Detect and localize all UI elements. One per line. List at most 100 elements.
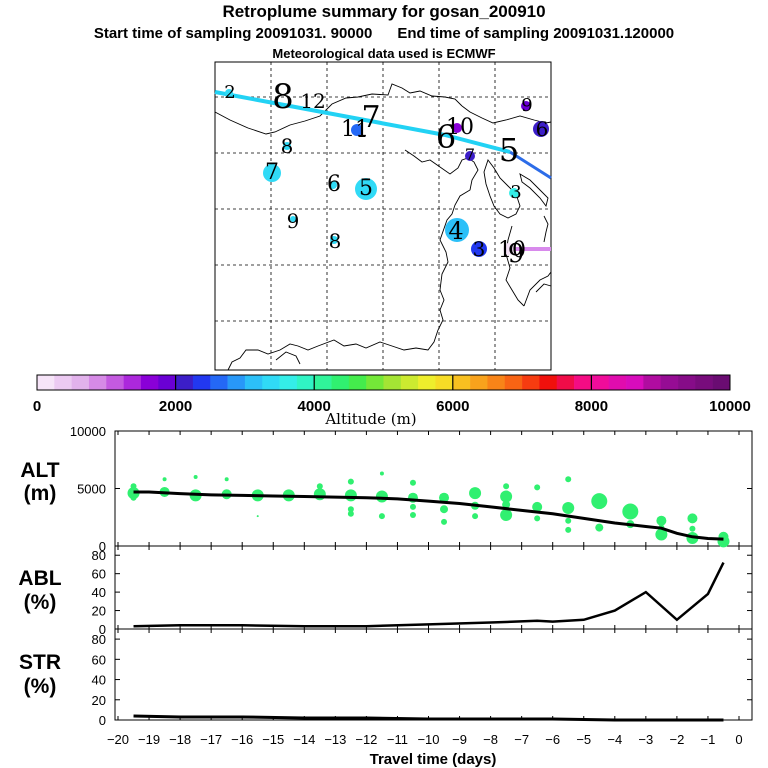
alt-point <box>347 478 354 485</box>
colorbar-swatch <box>400 375 419 390</box>
alt-point <box>502 500 511 509</box>
x-tick-label: −12 <box>355 732 377 747</box>
x-tick-label: −18 <box>169 732 191 747</box>
x-tick-label: −2 <box>669 732 684 747</box>
abl-ylabel-unit: (%) <box>24 591 57 614</box>
colorbar-swatch <box>539 375 558 390</box>
plume-markers <box>225 89 549 257</box>
y-tick-label: 60 <box>92 567 106 582</box>
alt-point <box>503 483 510 490</box>
colorbar-tick-label: 10000 <box>709 398 751 415</box>
alt-point <box>378 513 385 520</box>
y-tick-label: 80 <box>92 632 106 647</box>
alt-point <box>595 523 604 532</box>
plume-label: 5 <box>359 176 373 201</box>
x-tick-label: −17 <box>200 732 222 747</box>
alt-point <box>591 493 608 510</box>
colorbar-tick-label: 2000 <box>159 398 192 415</box>
colorbar-swatch <box>556 375 575 390</box>
map-gridlines <box>215 62 551 370</box>
colorbar-label: Altitude (m) <box>324 410 416 428</box>
x-tick-label: −6 <box>545 732 560 747</box>
y-tick-label: 0 <box>99 713 106 728</box>
plume-label: 6 <box>535 117 549 141</box>
plume-label: 4 <box>448 217 464 245</box>
x-tick-label: −5 <box>576 732 591 747</box>
alt-point <box>687 513 698 524</box>
colorbar-swatch <box>210 375 228 390</box>
y-tick-label: 40 <box>92 585 106 600</box>
y-tick-label: 40 <box>92 673 106 688</box>
x-tick-label: −16 <box>231 732 253 747</box>
colorbar-swatch <box>608 375 627 390</box>
plume-label: 5 <box>498 131 520 169</box>
plume-label: 7 <box>265 160 279 185</box>
colorbar-border <box>36 374 731 391</box>
alt-point <box>717 535 730 548</box>
plume-point <box>329 181 337 189</box>
plume-label: 10 <box>498 238 526 263</box>
plume-point <box>263 164 281 182</box>
map-panel <box>214 61 552 371</box>
plume-label: 9 <box>286 209 300 233</box>
alt-point <box>375 490 388 503</box>
alt-point <box>441 518 448 525</box>
alt-point <box>565 476 572 483</box>
alt-point <box>656 515 667 526</box>
colorbar-tick-label: 0 <box>33 398 41 415</box>
plume-label: 10 <box>446 115 474 140</box>
abl-panel: 80 60 40 20 0 <box>92 546 752 637</box>
abl-line <box>133 562 725 628</box>
plume-point <box>521 101 531 111</box>
str-ylabel: STR <box>19 651 61 674</box>
x-tick-label: −10 <box>417 732 439 747</box>
colorbar-swatch <box>643 375 661 390</box>
plume-label: 6 <box>435 118 457 156</box>
colorbar-tick-label: 8000 <box>575 398 608 415</box>
alt-point <box>469 487 482 500</box>
plume-point <box>355 178 377 200</box>
colorbar-swatch <box>331 375 350 390</box>
alt-point <box>409 511 416 518</box>
alt-mean-line <box>133 490 724 541</box>
plume-point <box>503 243 515 255</box>
colorbar-swatch <box>140 375 159 390</box>
alt-point <box>316 483 323 490</box>
colorbar-swatch <box>452 375 471 390</box>
colorbar-swatch <box>71 375 90 390</box>
alt-point <box>256 515 259 518</box>
colorbar-swatch <box>366 375 384 390</box>
colorbar-swatch <box>106 375 124 390</box>
y-tick-label: 80 <box>92 548 106 563</box>
plume-label: 8 <box>328 229 342 253</box>
plume-label: 9 <box>521 95 533 116</box>
alt-point <box>534 484 541 491</box>
colorbar-swatch <box>88 375 107 390</box>
plume-label: 7 <box>361 100 381 135</box>
colorbar-swatch <box>123 375 142 390</box>
plume-point <box>225 89 233 97</box>
plume-label: 11 <box>341 117 369 142</box>
x-tick-label: −4 <box>607 732 622 747</box>
plume-label: 12 <box>300 89 326 113</box>
alt-point <box>409 503 416 510</box>
x-tick-label: −8 <box>483 732 498 747</box>
plume-point <box>509 188 519 198</box>
colorbar-tick-labels: 0 2000 4000 6000 8000 10000 <box>33 398 751 415</box>
plume-point <box>283 142 291 150</box>
y-tick-label: 10000 <box>70 424 106 439</box>
met-data-note: Meteorological data used is ECMWF <box>272 46 496 61</box>
plume-point <box>465 151 475 161</box>
alt-point <box>689 525 696 532</box>
x-tick-label: −15 <box>262 732 284 747</box>
colorbar-swatch <box>695 375 713 390</box>
y-tick-label: 0 <box>99 539 106 554</box>
colorbar-swatch <box>591 375 610 390</box>
alt-point <box>565 517 572 524</box>
plume-label: 3 <box>510 182 522 203</box>
colorbar-swatch <box>660 375 679 390</box>
str-panel: 80 60 40 20 0 <box>92 629 752 728</box>
alt-point <box>655 528 668 541</box>
alt-point <box>409 479 416 486</box>
colorbar-swatch <box>678 375 696 390</box>
